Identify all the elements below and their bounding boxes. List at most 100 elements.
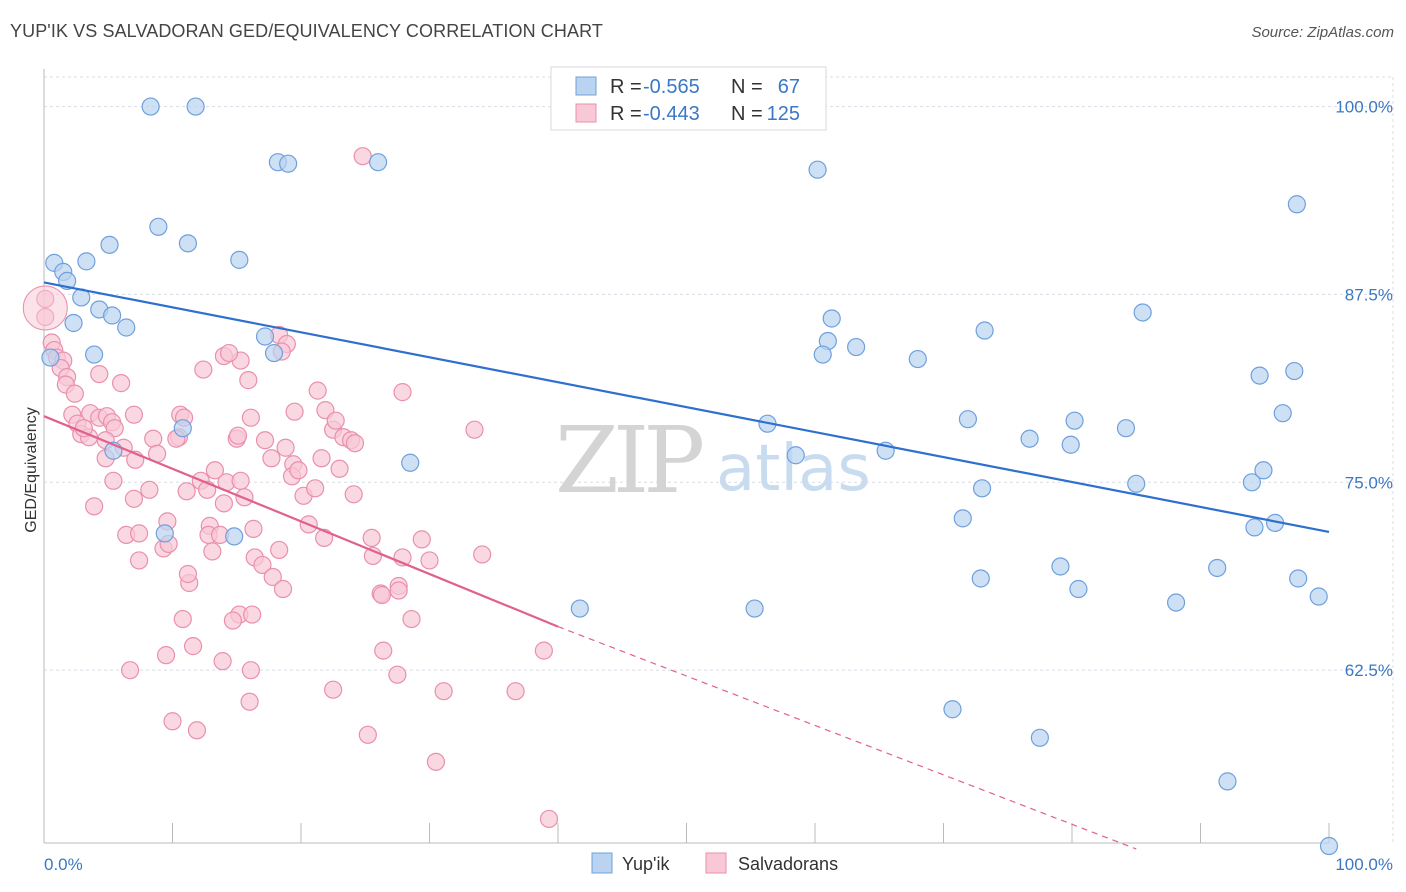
yupik-point (401, 453, 420, 472)
yupik-point (1065, 411, 1084, 430)
salvadoran-point (263, 567, 282, 587)
legend-r-label-2: R = (610, 103, 642, 125)
x-tick-max: 100.0% (1335, 855, 1393, 874)
yupik-point (745, 599, 764, 618)
salvadoran-point (173, 609, 192, 629)
yupik-point (953, 509, 972, 528)
yupik-point (1287, 195, 1306, 214)
yupik-point (1242, 473, 1262, 492)
salvadoran-point (243, 605, 262, 624)
salvadoran-point (255, 431, 275, 450)
salvadoran-point (426, 752, 446, 771)
yupik-point (41, 348, 60, 367)
yupik-point (1309, 587, 1328, 606)
salvadoran-point (120, 661, 140, 680)
yupik-point (1245, 518, 1264, 537)
salvadoran-point (353, 147, 372, 166)
yupik-point (1133, 303, 1152, 322)
salvadoran-point (412, 530, 431, 549)
y-axis-label: GED/Equivalency (23, 407, 40, 532)
series-legend-swatch-yupik (591, 852, 613, 874)
yupik-point (1273, 404, 1292, 423)
salvadoran-point (177, 482, 196, 501)
stats-legend: R = -0.565 N = 67 R = -0.443 N = 125 (550, 66, 827, 131)
yupik-point (279, 154, 298, 173)
salvadoran-point (372, 585, 392, 605)
yupik-point (100, 235, 119, 254)
salvadoran-point (223, 611, 242, 630)
legend-n-label-1: N = (731, 76, 763, 98)
salvadoran-point (244, 519, 263, 538)
yupik-point (264, 343, 284, 363)
salvadoran-point (308, 381, 327, 400)
yupik-point (1218, 772, 1237, 791)
salvadoran-point (203, 542, 222, 561)
salvadoran-point (393, 383, 412, 402)
salvadoran-point (270, 540, 289, 560)
salvadoran-point (228, 426, 248, 445)
yupik-point (103, 306, 122, 325)
salvadoran-point (104, 471, 123, 490)
watermark-atlas: atlas (716, 432, 871, 506)
yupik-point (1319, 836, 1339, 856)
legend-r-label-1: R = (610, 76, 642, 98)
salvadoran-point (187, 721, 207, 740)
salvadoran-point (312, 449, 331, 468)
salvadoran-point (241, 661, 260, 680)
series-legend-salvadorans: Salvadorans (738, 854, 838, 874)
salvadoran-point (330, 459, 349, 478)
x-tick-min: 0.0% (44, 855, 83, 874)
source-credit: Source: ZipAtlas.com (1251, 24, 1394, 41)
salvadoran-point (129, 551, 149, 570)
salvadoran-point (156, 646, 176, 665)
yupik-point (813, 345, 832, 364)
yupik-point (908, 349, 927, 369)
watermark-zip: ZIP (555, 407, 702, 514)
salvadoran-point (183, 637, 203, 656)
salvadoran-point (231, 471, 250, 490)
yupik-point (975, 321, 994, 340)
salvadoran-point (473, 545, 492, 564)
yupik-point (958, 410, 978, 429)
yupik-point (173, 419, 192, 438)
trend-lines (43, 281, 1330, 850)
salvadoran-point (539, 809, 559, 829)
salvadoran-point (144, 429, 163, 448)
salvadoran-point (534, 641, 553, 660)
legend-n-value-2: 125 (767, 103, 800, 125)
salvadoran-point (285, 402, 304, 421)
yupik-trend-line (43, 281, 1330, 533)
salvadoran-point (124, 489, 144, 508)
yupik-point (178, 234, 198, 253)
yupik-point (808, 160, 827, 179)
y-tick-labels: 100.0% 87.5% 75.0% 62.5% (1335, 98, 1393, 681)
legend-n-label-2: N = (731, 103, 763, 125)
yupik-point (1030, 728, 1049, 747)
yupik-point (1020, 429, 1039, 448)
yupik-point (149, 217, 168, 236)
salvadoran-point (194, 360, 213, 379)
y-tick-label: 100.0% (1335, 98, 1393, 117)
yupik-point (786, 446, 805, 465)
yupik-point (971, 569, 990, 588)
yupik-point (1166, 593, 1186, 612)
salvadoran-point (240, 692, 259, 711)
yupik-point (822, 309, 841, 328)
yupik-point (77, 252, 96, 271)
salvadoran-point (374, 641, 393, 660)
salvadoran-point (465, 420, 484, 439)
salvadoran-point (262, 449, 281, 468)
yupik-point (225, 527, 244, 546)
salvadoran-point (178, 564, 198, 584)
yupik-point (1208, 558, 1227, 578)
salvadoran-point (241, 408, 260, 427)
legend-r-value-1: -0.565 (643, 76, 700, 98)
salvadoran-point (273, 579, 293, 599)
legend-r-value-2: -0.443 (643, 103, 700, 125)
scatter-points (22, 97, 1339, 856)
salvadoran-point (402, 609, 421, 629)
salvadoran-point (506, 682, 525, 701)
yupik-point (230, 250, 249, 269)
salvadoran-point (345, 434, 365, 453)
